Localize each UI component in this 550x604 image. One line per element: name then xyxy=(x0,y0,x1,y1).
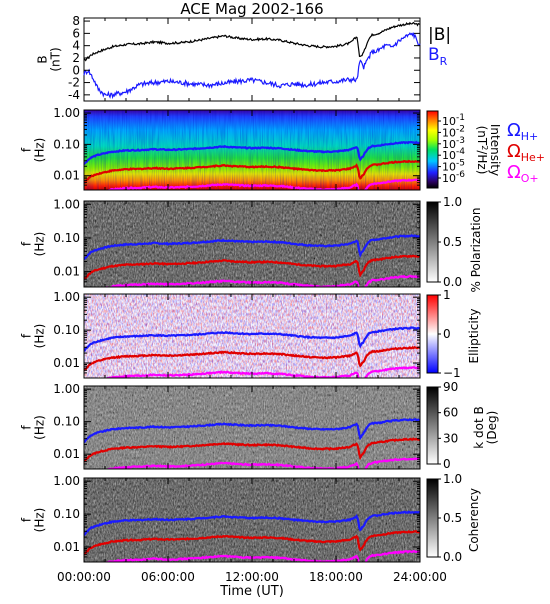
colorbar xyxy=(426,201,439,283)
gyro-line-h xyxy=(84,140,420,165)
colorbar-tick-label: 10-2 xyxy=(442,124,465,139)
colorbar-tick-label: 0 xyxy=(443,457,451,471)
y-axis-label: f(Hz) xyxy=(19,138,46,163)
legend-omega-o: ΩO+ xyxy=(507,162,539,185)
spectrogram-image xyxy=(84,386,420,469)
series-line-b-r xyxy=(83,32,421,100)
y-tick-label: 0.10 xyxy=(53,231,80,245)
x-tick-label: 12:00:00 xyxy=(225,570,279,584)
page-title: ACE Mag 2002-166 xyxy=(180,0,323,18)
colorbar-tick-label: 10-3 xyxy=(442,136,465,151)
y-axis-label: f(Hz) xyxy=(19,415,46,440)
y-tick-label: 0.01 xyxy=(53,540,80,554)
gyro-line-h xyxy=(84,326,420,352)
y-tick-label: 0.01 xyxy=(53,447,80,461)
y-axis-label: f(Hz) xyxy=(19,324,46,349)
spectrogram-image xyxy=(84,201,420,287)
colorbar-tick-label: 0.0 xyxy=(443,550,462,564)
y-axis-label: B(nT) xyxy=(35,47,62,71)
colorbar-tick-label: 10-6 xyxy=(442,170,465,185)
colorbar-label: k dot B(Deg) xyxy=(472,406,499,448)
spectrogram-image xyxy=(84,110,420,190)
x-tick-label: 18:00:00 xyxy=(309,570,363,584)
y-axis-label: f(Hz) xyxy=(19,508,46,533)
y-tick-label: 0.10 xyxy=(53,507,80,521)
gyro-line-he xyxy=(84,159,420,185)
gyro-line-he xyxy=(84,345,420,372)
y-tick-label: 2 xyxy=(72,51,80,65)
y-tick-label: -4 xyxy=(68,88,80,102)
colorbar-tick-label: 90 xyxy=(443,380,458,394)
y-tick-label: 0.10 xyxy=(53,323,80,337)
colorbar-tick-label: 0 xyxy=(443,327,451,341)
legend-omega-he: ΩHe+ xyxy=(507,141,545,164)
y-tick-label: 1.00 xyxy=(53,382,80,396)
panel-intensity: 1.00 0.10 0.01 f(Hz) 10-110-210-310-410-510-… xyxy=(19,106,545,191)
y-tick-label: 0.10 xyxy=(53,415,80,429)
colorbar-tick-label: 0.5 xyxy=(443,511,462,525)
gyro-line-h xyxy=(84,234,420,261)
gyro-line-h xyxy=(84,510,420,536)
colorbar xyxy=(426,110,439,189)
panel-coherency: 1.00 0.10 0.01 f(Hz) 1.0 0.5 0.0 Coherency xyxy=(19,472,481,564)
colorbar-tick-label: 1.0 xyxy=(443,472,462,486)
colorbar xyxy=(426,386,439,465)
x-tick-label: 00:00:00 xyxy=(57,570,111,584)
panel-kdotb: 1.00 0.10 0.01 f(Hz) 90 60 30 0 k dot B(Deg) xyxy=(19,380,499,471)
colorbar-label: % Polarization xyxy=(469,208,483,293)
legend-b-r: BR xyxy=(428,45,448,68)
y-axis-label: f(Hz) xyxy=(19,232,46,257)
x-axis-label: Time (UT) xyxy=(219,584,284,599)
colorbar-tick-label: 1 xyxy=(443,288,451,302)
y-tick-label: 0.01 xyxy=(53,356,80,370)
colorbar xyxy=(426,294,439,374)
legend-omega-h: ΩH+ xyxy=(507,120,538,143)
y-tick-label: 1.00 xyxy=(53,290,80,304)
colorbar-tick-label: 10-4 xyxy=(442,147,465,162)
colorbar-tick-label: 10-1 xyxy=(442,113,465,128)
colorbar-tick-label: 60 xyxy=(443,406,458,420)
gyro-line-he xyxy=(84,530,420,556)
y-tick-label: 8 xyxy=(72,14,80,28)
spectrogram-image xyxy=(84,478,420,562)
colorbar-tick-label: 1.0 xyxy=(443,195,462,209)
y-tick-label: -2 xyxy=(68,76,80,90)
y-tick-label: 0.01 xyxy=(53,265,80,279)
series-line-b-total xyxy=(83,21,421,62)
colorbar-label: Ellipticity xyxy=(467,309,481,364)
y-tick-label: 0.10 xyxy=(53,137,80,151)
colorbar-tick-label: 0.0 xyxy=(443,275,462,289)
colorbar-tick-label: 0.5 xyxy=(443,235,462,249)
y-tick-label: 6 xyxy=(72,26,80,40)
y-tick-label: 0.01 xyxy=(53,169,80,183)
x-tick-label: 06:00:00 xyxy=(141,570,195,584)
panel-polarization: 1.00 0.10 0.01 f(Hz) 1.0 0.5 0.0 % Polarization xyxy=(19,195,483,293)
y-tick-label: 1.00 xyxy=(53,474,80,488)
y-tick-label: 1.00 xyxy=(53,197,80,211)
gyro-line-he xyxy=(84,437,420,463)
colorbar-tick-label: 10-5 xyxy=(442,159,465,174)
gyro-line-h xyxy=(84,417,420,444)
y-tick-label: 4 xyxy=(72,39,80,53)
gyro-line-he xyxy=(84,254,420,281)
y-tick-label: 1.00 xyxy=(53,106,80,120)
x-tick-label: 24:00:00 xyxy=(393,570,447,584)
spectrogram-image xyxy=(84,294,420,378)
panel-ellipticity: 1.00 0.10 0.01 f(Hz) 1 0 −1 Ellipticity xyxy=(19,288,481,380)
colorbar-tick-label: 30 xyxy=(443,431,458,445)
legend-b-total: |B| xyxy=(428,25,451,45)
y-tick-label: 0 xyxy=(72,63,80,77)
colorbar-label: Intensity(nT2/Hz) xyxy=(475,124,502,176)
colorbar xyxy=(426,478,439,558)
colorbar-tick-label: −1 xyxy=(443,366,461,380)
colorbar-label: Coherency xyxy=(467,488,481,552)
